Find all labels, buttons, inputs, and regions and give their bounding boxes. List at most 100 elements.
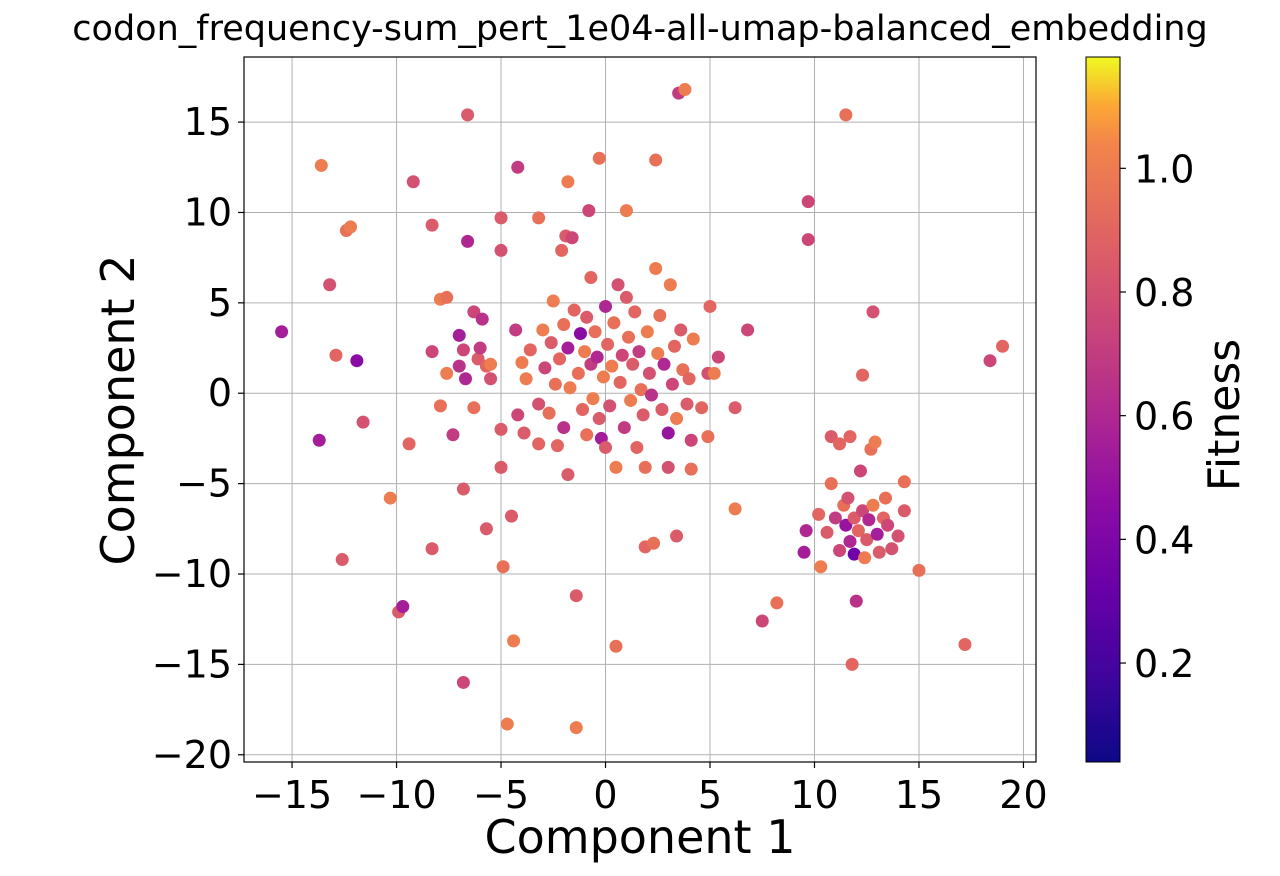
scatter-point <box>728 401 742 415</box>
scatter-point <box>563 381 577 395</box>
scatter-point <box>613 375 627 389</box>
scatter-point <box>655 403 669 416</box>
scatter-point <box>396 600 410 614</box>
scatter-point <box>820 525 834 539</box>
scatter-point <box>663 278 677 292</box>
x-axis-label: Component 1 <box>485 810 796 864</box>
scatter-point <box>578 345 592 359</box>
scatter-point <box>636 408 650 422</box>
scatter-point <box>475 312 489 326</box>
scatter-point <box>682 372 696 386</box>
scatter-point <box>649 153 663 167</box>
y-axis-label: Component 2 <box>91 255 145 566</box>
scatter-point <box>504 509 518 523</box>
scatter-point <box>858 551 872 565</box>
scatter-point <box>868 435 882 449</box>
scatter-point <box>548 377 562 391</box>
scatter-point <box>619 204 633 218</box>
scatter-point <box>644 388 658 402</box>
scatter-point <box>634 383 648 397</box>
scatter-point <box>565 231 579 245</box>
scatter-point <box>456 675 470 689</box>
scatter-point <box>356 415 370 429</box>
scatter-point <box>632 345 646 359</box>
scatter-point <box>557 318 571 332</box>
scatter-point <box>617 421 631 435</box>
scatter-point <box>797 545 811 559</box>
scatter-point <box>509 323 523 337</box>
scatter-point <box>561 175 575 189</box>
scatter-point <box>622 330 636 344</box>
scatter-point <box>425 218 439 232</box>
scatter-point <box>473 341 487 355</box>
scatter-point <box>603 399 617 413</box>
scatter-point <box>459 372 473 386</box>
y-tick-label: −20 <box>152 733 232 777</box>
scatter-point <box>665 377 679 391</box>
scatter-point <box>569 589 583 603</box>
scatter-point <box>523 343 537 357</box>
scatter-point <box>452 328 466 342</box>
colorbar-tick-label: 0.4 <box>1134 518 1194 562</box>
scatter-point <box>897 504 911 518</box>
scatter-point <box>567 303 581 317</box>
scatter-point <box>799 524 813 538</box>
scatter-point <box>582 204 596 218</box>
scatter-point <box>546 294 560 308</box>
scatter-point <box>707 366 721 380</box>
colorbar-ticks: 0.2 0.4 0.6 0.8 1.0 <box>1120 147 1194 686</box>
scatter-point <box>605 359 619 373</box>
colorbar <box>1085 56 1121 763</box>
scatter-point <box>814 560 828 574</box>
scatter-point <box>588 325 602 339</box>
scatter-point <box>847 547 861 561</box>
scatter-point <box>452 359 466 373</box>
scatter-point <box>828 511 842 525</box>
scatter-point <box>511 408 525 422</box>
scatter-point <box>695 401 709 415</box>
scatter-point <box>607 316 621 330</box>
scatter-point <box>569 721 583 735</box>
scatter-point <box>684 433 698 447</box>
scatter-point <box>651 346 665 360</box>
scatter-point <box>647 536 661 550</box>
scatter-point <box>686 332 700 346</box>
colorbar-label: Fitness <box>1199 339 1250 491</box>
scatter-point <box>845 657 859 671</box>
scatter-point <box>494 211 508 225</box>
scatter-point <box>573 327 587 341</box>
scatter-point <box>555 243 569 257</box>
y-tick-label: −15 <box>152 642 232 686</box>
scatter-point <box>626 357 640 371</box>
scatter-point <box>640 325 654 339</box>
scatter-point <box>891 529 905 543</box>
scatter-point <box>870 527 884 541</box>
chart-title: codon_frequency-sum_pert_1e04-all-umap-b… <box>72 9 1207 49</box>
scatter-point <box>812 507 826 521</box>
scatter-point <box>494 243 508 257</box>
scatter-point <box>590 350 604 364</box>
scatter-point <box>611 278 625 292</box>
y-tick-label: 5 <box>208 281 232 325</box>
scatter-point <box>711 350 725 364</box>
scatter-point <box>628 305 642 319</box>
scatter-point <box>440 366 454 380</box>
scatter-point <box>630 440 644 454</box>
scatter-point <box>824 477 838 491</box>
scatter-point <box>885 542 899 556</box>
scatter-point <box>833 544 847 557</box>
scatter-point <box>841 491 855 505</box>
scatter-point <box>897 475 911 489</box>
scatter-point <box>484 372 498 386</box>
scatter-point <box>557 421 571 435</box>
data-points <box>275 83 1010 735</box>
scatter-point <box>580 428 594 442</box>
scatter-point <box>538 361 552 375</box>
scatter-point <box>456 482 470 496</box>
y-tick-label: 15 <box>184 100 232 144</box>
y-tick-label: −5 <box>176 462 232 506</box>
scatter-point <box>872 545 886 559</box>
scatter-point <box>833 437 847 451</box>
scatter-point <box>456 343 470 357</box>
scatter-point <box>983 354 997 368</box>
